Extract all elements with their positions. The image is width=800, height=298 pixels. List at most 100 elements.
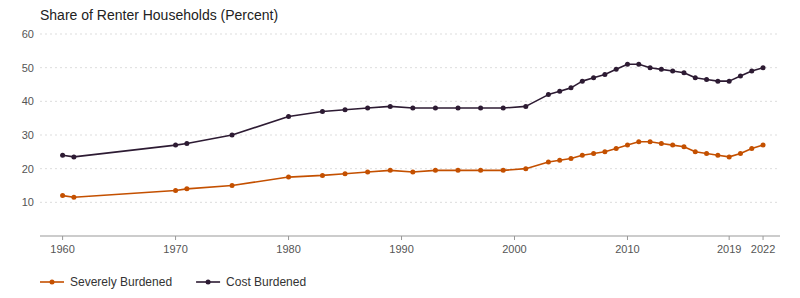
- y-tick-label: 20: [22, 163, 34, 175]
- point: [388, 104, 393, 109]
- x-tick-label: 2022: [751, 243, 775, 255]
- x-tick: [62, 236, 63, 240]
- point: [320, 109, 325, 114]
- x-tick-label: 1970: [163, 243, 187, 255]
- point: [568, 156, 573, 161]
- y-tick-label: 50: [22, 62, 34, 74]
- grid-line: [40, 168, 780, 169]
- x-tick-label: 2000: [502, 243, 526, 255]
- point: [501, 106, 506, 111]
- point: [715, 79, 720, 84]
- point: [715, 153, 720, 158]
- title: Share of Renter Households (Percent): [40, 7, 278, 23]
- point: [410, 170, 415, 175]
- point: [693, 149, 698, 154]
- point: [478, 168, 483, 173]
- point: [659, 67, 664, 72]
- line: [63, 142, 763, 198]
- point: [410, 106, 415, 111]
- point: [681, 144, 686, 149]
- point: [681, 70, 686, 75]
- point: [230, 133, 235, 138]
- point: [388, 168, 393, 173]
- legend-label: Severely Burdened: [70, 275, 172, 289]
- point: [365, 170, 370, 175]
- point: [704, 77, 709, 82]
- x-tick: [763, 236, 764, 240]
- point: [343, 171, 348, 176]
- y-grid: [40, 34, 780, 202]
- point: [704, 151, 709, 156]
- point: [433, 168, 438, 173]
- plot-area: [60, 62, 765, 200]
- point: [184, 186, 189, 191]
- x-tick: [401, 236, 402, 240]
- point: [761, 65, 766, 70]
- point: [557, 89, 562, 94]
- point: [614, 146, 619, 151]
- grid-line: [40, 67, 780, 68]
- point: [749, 146, 754, 151]
- point: [568, 85, 573, 90]
- y-tick-label: 60: [22, 28, 34, 40]
- point: [602, 149, 607, 154]
- point: [501, 168, 506, 173]
- x-tick: [729, 236, 730, 240]
- y-tick-label: 40: [22, 95, 34, 107]
- point: [738, 151, 743, 156]
- point: [433, 106, 438, 111]
- legend-marker: [206, 280, 211, 285]
- grid-line: [40, 101, 780, 102]
- x-tick: [627, 236, 628, 240]
- x-tick: [288, 236, 289, 240]
- grid-line: [40, 202, 780, 203]
- x-tick: [514, 236, 515, 240]
- x-tick-label: 1960: [50, 243, 74, 255]
- point: [636, 139, 641, 144]
- point: [670, 143, 675, 148]
- point: [659, 141, 664, 146]
- point: [614, 67, 619, 72]
- point: [286, 114, 291, 119]
- point: [546, 159, 551, 164]
- point: [60, 153, 65, 158]
- point: [523, 166, 528, 171]
- point: [591, 151, 596, 156]
- point: [727, 79, 732, 84]
- point: [738, 74, 743, 79]
- x-tick-label: 1980: [276, 243, 300, 255]
- point: [320, 173, 325, 178]
- x-tick-label: 2010: [615, 243, 639, 255]
- point: [636, 62, 641, 67]
- point: [749, 69, 754, 74]
- point: [761, 143, 766, 148]
- legend-label: Cost Burdened: [226, 275, 306, 289]
- point: [230, 183, 235, 188]
- point: [71, 195, 76, 200]
- series: [60, 139, 765, 200]
- point: [591, 75, 596, 80]
- point: [648, 65, 653, 70]
- x-tick-label: 1990: [389, 243, 413, 255]
- point: [670, 69, 675, 74]
- point: [546, 92, 551, 97]
- point: [286, 175, 291, 180]
- grid-line: [40, 135, 780, 136]
- point: [60, 193, 65, 198]
- x-axis-line: [40, 236, 780, 237]
- point: [625, 143, 630, 148]
- point: [580, 79, 585, 84]
- point: [557, 158, 562, 163]
- point: [727, 154, 732, 159]
- point: [184, 141, 189, 146]
- point: [693, 75, 698, 80]
- point: [625, 62, 630, 67]
- point: [602, 72, 607, 77]
- point: [456, 106, 461, 111]
- point: [71, 154, 76, 159]
- y-tick-label: 30: [22, 129, 34, 141]
- point: [343, 107, 348, 112]
- grid-line: [40, 34, 780, 35]
- y-tick-label: 10: [22, 196, 34, 208]
- x-tick: [175, 236, 176, 240]
